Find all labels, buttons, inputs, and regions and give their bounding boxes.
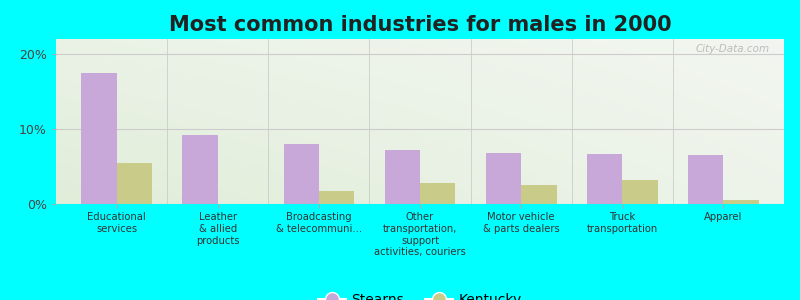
Text: City-Data.com: City-Data.com — [695, 44, 770, 54]
Bar — [385, 150, 420, 204]
Bar — [486, 153, 521, 204]
Bar — [319, 190, 354, 204]
Legend: Stearns, Kentucky: Stearns, Kentucky — [313, 287, 527, 300]
Bar — [283, 144, 319, 204]
Bar — [723, 200, 758, 204]
Bar — [688, 155, 723, 204]
Bar — [117, 163, 152, 204]
Bar — [521, 185, 557, 204]
Bar — [182, 135, 218, 204]
Bar — [82, 73, 117, 204]
Bar — [420, 183, 455, 204]
Bar — [587, 154, 622, 204]
Bar — [622, 180, 658, 204]
Title: Most common industries for males in 2000: Most common industries for males in 2000 — [169, 15, 671, 35]
